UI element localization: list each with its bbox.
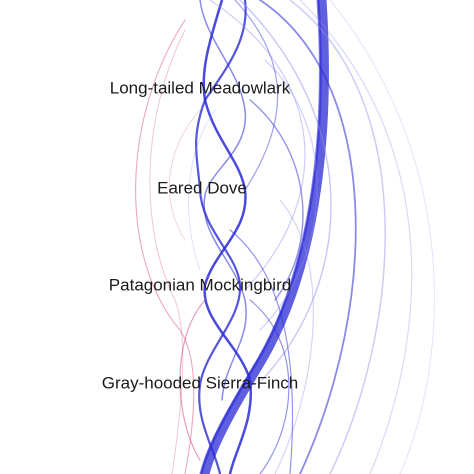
edge-curve: [234, 0, 279, 191]
edge-curve: [249, 99, 304, 301]
node-label-mockingbird: Patagonian Mockingbird: [108, 275, 292, 295]
edge-curve: [239, 0, 332, 381]
edge-curve: [149, 29, 186, 474]
edge-curve: [135, 19, 195, 474]
node-label-sierra-finch: Gray-hooded Sierra-Finch: [101, 373, 299, 393]
edge-curve: [249, 299, 290, 474]
edge-curve: [188, 109, 216, 271]
edge-curve: [289, 0, 386, 474]
edge-curve: [199, 0, 247, 401]
edge-curve: [299, 0, 413, 474]
node-label-meadowlark: Long-tailed Meadowlark: [109, 78, 291, 98]
edge-curve: [329, 0, 435, 474]
edge-curve: [259, 0, 357, 474]
edge-curve: [200, 0, 329, 474]
edge-curve: [209, 0, 306, 291]
edge-curve: [229, 229, 294, 474]
edge-curve: [179, 299, 206, 461]
edge-curve: [202, 0, 253, 474]
edge-curve: [195, 0, 247, 474]
edge-curve: [259, 59, 318, 331]
edge-curve: [169, 109, 201, 241]
edge-curve: [199, 0, 322, 474]
node-label-dove: Eared Dove: [157, 178, 247, 198]
edge-curve: [274, 199, 314, 474]
